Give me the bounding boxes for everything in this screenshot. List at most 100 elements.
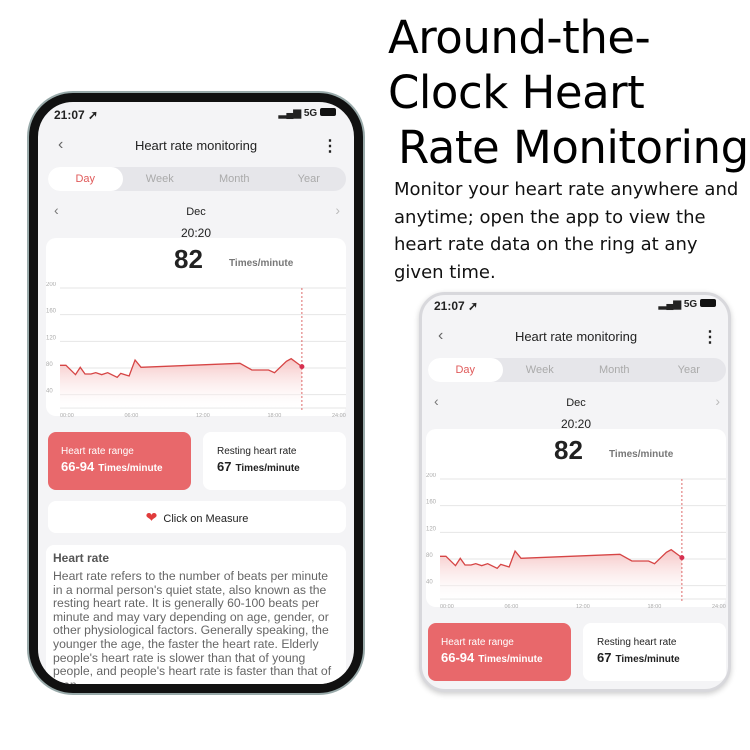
prev-period-button[interactable]: ‹: [434, 393, 439, 409]
phone-notch: [178, 93, 234, 98]
status-time: 21:07 ➚: [54, 108, 99, 122]
more-vertical-icon[interactable]: ⋮: [322, 138, 338, 155]
x-tick-label: 06:00: [125, 413, 139, 417]
x-tick-label: 24:00: [712, 604, 726, 608]
y-tick-label: 160: [46, 309, 57, 315]
page-title: Heart rate monitoring: [514, 329, 638, 344]
x-tick-label: 24:00: [332, 413, 346, 417]
selected-time: 20:20: [180, 226, 212, 240]
status-time: 21:07 ➚: [434, 299, 479, 313]
resting-label: Resting heart rate: [217, 446, 297, 457]
phone-large: 21:07 ➚ ▂▄▆ 5G ‹ Heart rate monitoring ⋮…: [29, 93, 363, 693]
x-tick-label: 12:00: [196, 413, 210, 417]
tab-month[interactable]: Month: [218, 173, 250, 185]
tab-day[interactable]: Day: [48, 167, 123, 191]
location-arrow-icon: ➚: [468, 299, 479, 313]
tab-day[interactable]: Day: [428, 358, 503, 382]
heart-rate-info-card: Heart rate Heart rate refers to the numb…: [46, 545, 346, 692]
current-unit: Times/minute: [229, 258, 294, 269]
y-tick-label: 200: [426, 473, 437, 479]
subtitle: Monitor your heart rate anywhere and any…: [394, 179, 739, 283]
battery-icon: [700, 299, 716, 307]
range-unit: Times/minute: [478, 654, 543, 665]
network-label: 5G: [683, 299, 698, 310]
selected-time: 20:20: [560, 417, 592, 431]
selected-point: [679, 555, 685, 561]
x-tick-label: 12:00: [576, 604, 590, 608]
headline-line: Around-the-: [388, 11, 651, 64]
tab-year[interactable]: Year: [297, 173, 320, 185]
x-tick-label: 18:00: [268, 413, 282, 417]
y-tick-label: 200: [46, 282, 57, 288]
back-button[interactable]: ‹: [58, 136, 64, 153]
y-tick-label: 40: [46, 389, 53, 395]
page-title: Heart rate monitoring: [134, 138, 258, 153]
y-tick-label: 120: [426, 526, 437, 532]
heart-rate-range-card: Heart rate range 66-94 Times/minute: [48, 432, 191, 490]
current-unit: Times/minute: [609, 449, 674, 460]
headline-line: Clock Heart: [388, 66, 645, 119]
range-unit: Times/minute: [98, 463, 163, 474]
range-value: 66-94: [441, 650, 475, 665]
location-arrow-icon: ➚: [88, 108, 99, 122]
next-period-button[interactable]: ›: [335, 202, 340, 218]
resting-value: 67: [217, 459, 232, 474]
phone-small: 21:07 ➚ ▂▄▆ 5G ‹ Heart rate monitoring ⋮…: [419, 292, 731, 692]
more-vertical-icon[interactable]: ⋮: [702, 329, 718, 346]
heart-pulse-icon: ❤: [145, 509, 158, 525]
range-value: 66-94: [61, 459, 95, 474]
battery-icon: [320, 108, 336, 116]
resting-unit: Times/minute: [235, 463, 300, 474]
heart-rate-area: [440, 549, 682, 599]
current-heart-rate: 82: [174, 244, 203, 274]
info-title: Heart rate: [53, 551, 110, 565]
y-tick-label: 120: [46, 335, 57, 341]
heart-rate-line: [60, 357, 303, 379]
measure-label: Click on Measure: [163, 513, 249, 525]
y-tick-label: 80: [426, 553, 433, 559]
x-tick-label: 06:00: [505, 604, 519, 608]
app-screen: 21:07 ➚ ▂▄▆ 5G ‹ Heart rate monitoring ⋮…: [40, 102, 352, 684]
period-label: Dec: [186, 206, 206, 218]
app-screen: 21:07 ➚ ▂▄▆ 5G ‹ Heart rate monitoring ⋮…: [420, 295, 731, 687]
resting-heart-rate-card: Resting heart rate 67 Times/minute: [203, 432, 346, 490]
tab-year[interactable]: Year: [677, 364, 700, 376]
heart-rate-chart[interactable]: 200 160 120 80 40 00:00 06:00 12:00 18:00 24:00: [40, 282, 352, 417]
signal-icon: ▂▄▆: [658, 299, 682, 310]
network-label: 5G: [303, 108, 318, 119]
tab-week[interactable]: Week: [145, 173, 174, 185]
x-tick-label: 00:00: [440, 604, 454, 608]
range-label: Heart rate range: [61, 446, 134, 457]
x-tick-label: 00:00: [60, 413, 74, 417]
next-period-button[interactable]: ›: [715, 393, 720, 409]
measure-button[interactable]: ❤ Click on Measure: [48, 501, 346, 533]
back-button[interactable]: ‹: [438, 327, 444, 344]
headline-line: Rate Monitoring: [398, 121, 749, 174]
period-tabs: Day Week Month Year: [428, 358, 726, 382]
range-label: Heart rate range: [441, 637, 514, 648]
y-tick-label: 160: [426, 500, 437, 506]
resting-value: 67: [597, 650, 612, 665]
prev-period-button[interactable]: ‹: [54, 202, 59, 218]
current-heart-rate: 82: [554, 435, 583, 465]
period-tabs: Day Week Month Year: [48, 167, 346, 191]
status-bar-right: ▂▄▆ 5G: [279, 108, 336, 119]
selected-point: [299, 364, 305, 370]
resting-label: Resting heart rate: [597, 637, 677, 648]
tab-week[interactable]: Week: [525, 364, 554, 376]
info-body: Heart rate refers to the number of beats…: [53, 569, 332, 692]
signal-icon: ▂▄▆: [278, 108, 302, 119]
tab-month[interactable]: Month: [598, 364, 630, 376]
y-tick-label: 40: [426, 580, 433, 586]
status-bar-right: ▂▄▆ 5G: [659, 299, 716, 310]
period-label: Dec: [566, 397, 586, 409]
headline: Around-the- Clock Heart Rate Monitoring: [388, 10, 749, 175]
heart-rate-chart[interactable]: 200 160 120 80 40 00:00 06:00 12:00 18:00 24:00: [420, 473, 731, 608]
x-tick-label: 18:00: [648, 604, 662, 608]
heart-rate-area: [60, 358, 302, 408]
resting-heart-rate-card: Resting heart rate 67 Times/minute: [583, 623, 726, 681]
heart-rate-range-card: Heart rate range 66-94 Times/minute: [428, 623, 571, 681]
heart-rate-line: [440, 548, 683, 570]
resting-unit: Times/minute: [615, 654, 680, 665]
y-tick-label: 80: [46, 362, 53, 368]
